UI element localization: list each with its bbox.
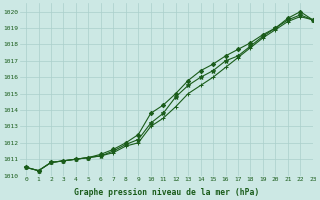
X-axis label: Graphe pression niveau de la mer (hPa): Graphe pression niveau de la mer (hPa): [74, 188, 259, 197]
